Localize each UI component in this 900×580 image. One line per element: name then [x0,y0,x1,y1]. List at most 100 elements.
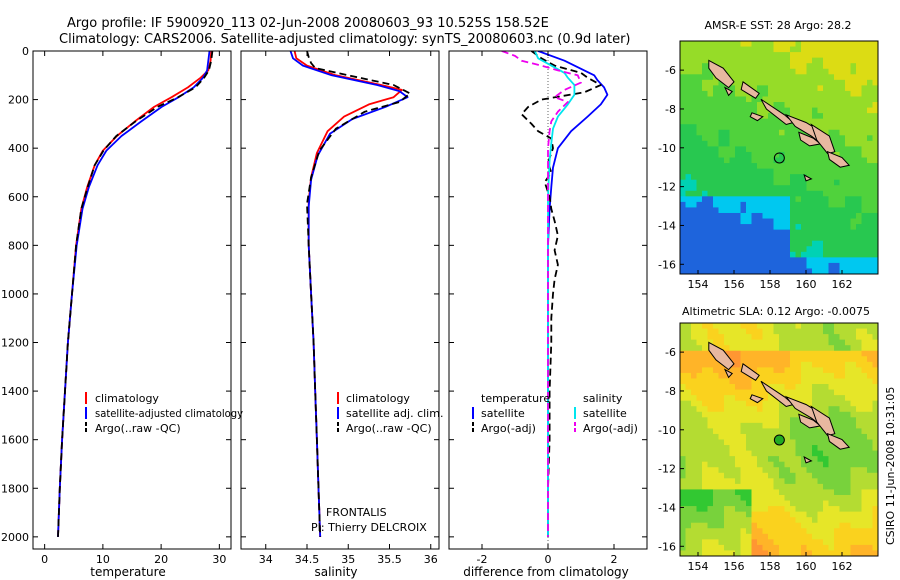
map-cell [696,96,703,103]
map-cell [718,207,725,214]
map-cell [685,179,692,186]
map-cell [740,356,747,363]
map-cell [691,411,698,418]
map-cell [834,251,841,258]
map-cell [762,395,769,402]
map-cell [691,428,698,435]
map-cell [751,262,758,270]
map-cell [856,339,863,346]
map-cell [845,445,852,452]
map-cell [696,500,703,507]
map-cell [817,494,824,502]
map-cell [856,207,863,214]
map-cell [680,478,687,485]
map-cell [691,461,698,468]
map-cell [707,262,714,270]
map-cell [817,251,824,258]
map-cell [779,500,786,507]
map-cell [828,57,835,64]
map-cell [724,46,731,53]
map-cell [817,539,824,546]
map-cell [735,79,742,86]
map-cell [795,356,802,363]
map-cell [828,500,835,507]
map-cell [812,41,819,48]
map-cell [779,389,786,396]
map-cell [867,140,874,148]
map-cell [746,334,753,341]
map-cell [702,257,709,264]
map-cell [845,157,852,164]
map-cell [839,334,846,341]
map-cell [790,483,797,491]
map-cell [729,163,736,170]
map-cell [834,367,841,374]
map-cell [806,472,813,479]
map-cell [685,41,692,48]
map-cell [696,506,703,513]
map-cell [784,533,791,540]
map-cell [746,57,753,64]
map-cell [702,129,709,136]
map-cell [691,350,698,357]
map-cell [817,489,824,496]
map-cell [839,494,846,502]
map-cell [839,533,846,540]
map-cell [795,389,802,396]
map-cell [861,433,868,441]
map-cell [718,511,725,518]
legend-header-temperature: temperature [481,392,550,405]
map-cell [839,539,846,546]
map-cell [790,113,797,120]
map-cell [856,102,863,109]
map-cell [845,207,852,214]
map-cell [834,113,841,120]
map-cell [828,539,835,546]
x-tick-label: 34 [259,553,273,566]
map-cell [768,74,775,81]
map-cell [768,528,775,535]
map-cell [680,224,687,231]
map-cell [823,246,830,253]
map-cell [867,90,874,98]
map-cell [790,356,797,363]
map-cell [718,163,725,170]
map-cell [817,533,824,540]
map-cell [806,146,813,153]
map-cell [817,339,824,346]
map-cell [839,467,846,474]
map-cell [713,511,720,518]
map-cell [801,96,808,103]
map-cell [795,533,802,540]
map-cell [685,472,692,479]
map-cell [751,96,758,103]
map-cell [696,140,703,148]
map-cell [795,229,802,236]
map-cell [790,478,797,485]
map-cell [806,533,813,540]
map-cell [795,135,802,142]
map-cell [823,212,830,220]
map-cell [718,135,725,142]
map-cell [828,467,835,474]
map-cell [817,522,824,529]
map-cell [823,268,830,274]
map-cell [773,151,780,159]
map-cell [696,467,703,474]
map-cell [768,433,775,441]
map-cell [713,140,720,148]
map-cell [707,41,714,48]
map-cell [751,79,758,86]
map-cell [790,207,797,214]
map-y-tick-label: -12 [658,463,676,476]
map-cell [762,229,769,236]
map-cell [817,179,824,186]
map-cell [729,207,736,214]
map-cell [718,63,725,70]
map-cell [839,456,846,463]
map-cell [751,207,758,214]
map-cell [702,118,709,125]
map-cell [823,207,830,214]
map-cell [751,478,758,485]
map-cell [872,246,878,253]
